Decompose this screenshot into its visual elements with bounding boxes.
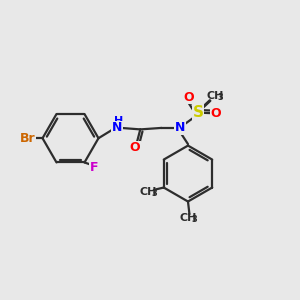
Text: N: N [175,122,185,134]
Text: F: F [90,161,98,174]
Text: Br: Br [20,132,35,145]
Text: S: S [193,105,203,120]
Text: O: O [183,91,194,104]
Text: 3: 3 [218,93,224,102]
Text: CH: CH [140,187,157,197]
Text: N: N [112,122,122,134]
Text: O: O [130,141,140,154]
Text: H: H [115,116,124,126]
Text: O: O [210,107,221,120]
Text: 3: 3 [191,215,197,224]
Text: CH: CH [179,213,197,223]
Text: 3: 3 [152,189,157,198]
Text: CH: CH [206,92,224,101]
